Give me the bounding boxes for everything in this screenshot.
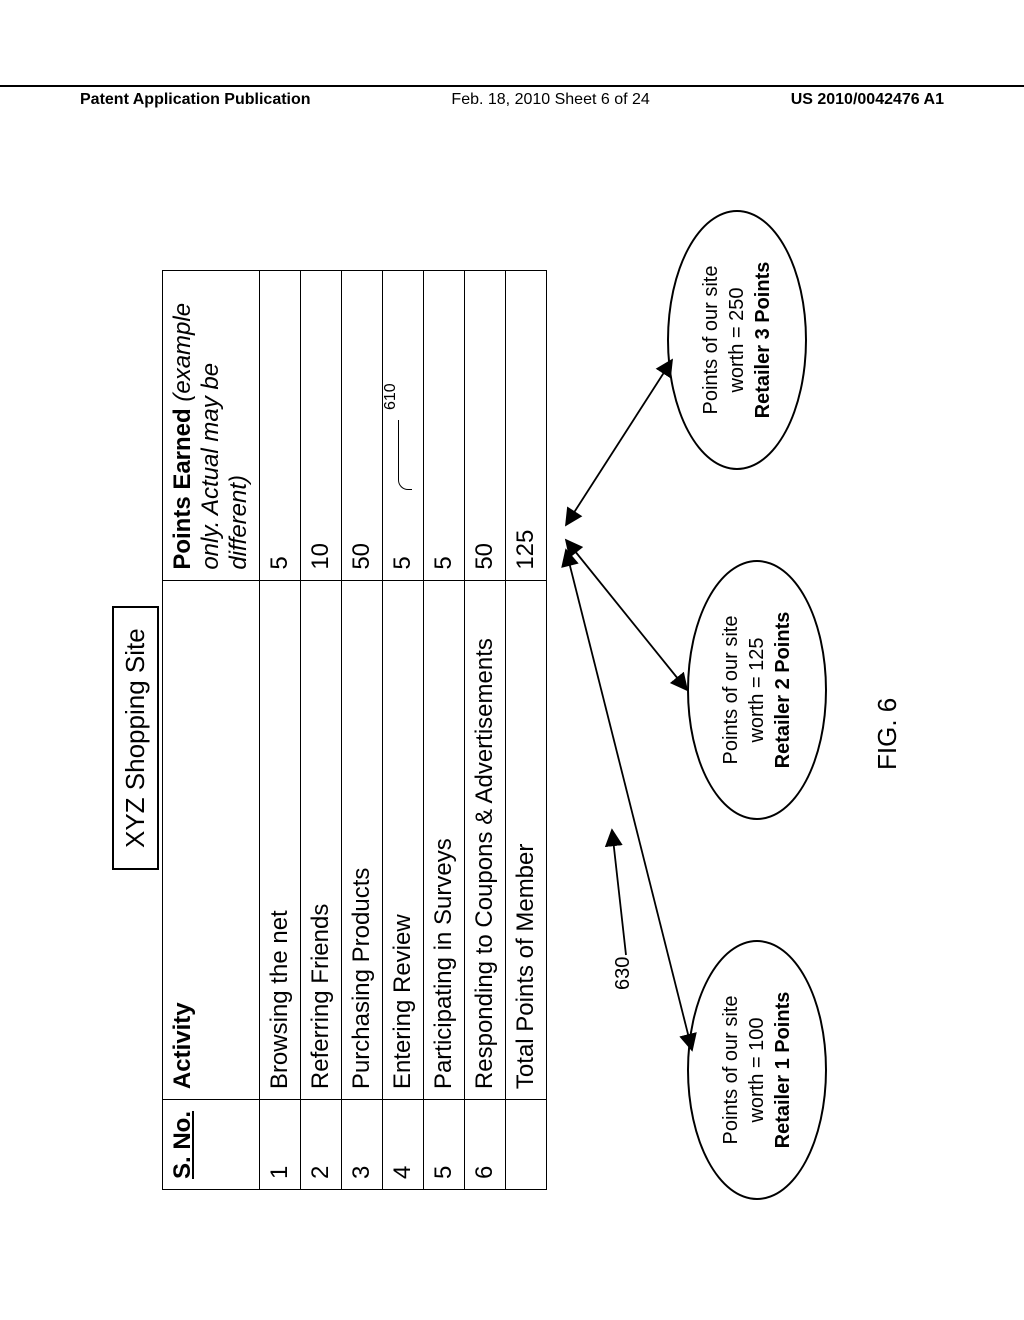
col-activity: Activity <box>163 580 260 1099</box>
cell-activity: Purchasing Products <box>342 580 383 1099</box>
retailer-line1: Points of our site <box>698 266 724 415</box>
table-total-row: Total Points of Member 125 <box>506 271 547 1190</box>
retailer-worth-prefix: worth = <box>746 671 768 743</box>
cell-points: 5 <box>260 271 301 581</box>
retailer-worth: 250 <box>726 287 748 320</box>
col-points-bold: Points Earned <box>169 408 196 569</box>
retailer-worth: 100 <box>746 1017 768 1050</box>
retailer-name: Retailer 3 Points <box>750 262 776 419</box>
retailer-1-ellipse: Points of our site worth = 100 Retailer … <box>687 940 827 1200</box>
cell-sno: 3 <box>342 1100 383 1190</box>
reference-630: 630 <box>612 957 635 990</box>
cell-points: 50 <box>465 271 506 581</box>
header-left: Patent Application Publication <box>0 91 311 109</box>
table-row: 5 Participating in Surveys 5 <box>424 271 465 1190</box>
col-sno: S. No. <box>163 1100 260 1190</box>
patent-header: Patent Application Publication Feb. 18, … <box>0 85 1024 109</box>
cell-activity: Participating in Surveys <box>424 580 465 1099</box>
cell-sno: 5 <box>424 1100 465 1190</box>
header-mid: Feb. 18, 2010 Sheet 6 of 24 <box>451 91 649 109</box>
table-row: 3 Purchasing Products 50 <box>342 271 383 1190</box>
cell-activity: Responding to Coupons & Advertisements <box>465 580 506 1099</box>
table-row: 2 Referring Friends 10 <box>301 271 342 1190</box>
table-header-row: S. No. Activity Points Earned (example o… <box>163 271 260 1190</box>
retailer-line2: worth = 100 <box>744 1017 770 1122</box>
col-points: Points Earned (example only. Actual may … <box>163 271 260 581</box>
retailer-3-ellipse: Points of our site worth = 250 Retailer … <box>667 210 807 470</box>
points-table: S. No. Activity Points Earned (example o… <box>162 270 547 1190</box>
figure-caption: FIG. 6 <box>872 698 903 770</box>
cell-points: 10 <box>301 271 342 581</box>
figure-stage: XYZ Shopping Site S. No. Activity Points… <box>112 130 912 1230</box>
cell-sno: 4 <box>383 1100 424 1190</box>
retailer-worth-prefix: worth = <box>726 321 748 393</box>
cell-sno: 6 <box>465 1100 506 1190</box>
cell-sno: 1 <box>260 1100 301 1190</box>
col-sno-text: S. No. <box>169 1111 196 1179</box>
table-row: 1 Browsing the net 5 <box>260 271 301 1190</box>
cell-total-value: 125 <box>506 271 547 581</box>
cell-sno: 2 <box>301 1100 342 1190</box>
table-row: 6 Responding to Coupons & Advertisements… <box>465 271 506 1190</box>
cell-points: 50 <box>342 271 383 581</box>
header-right: US 2010/0042476 A1 <box>791 91 1024 109</box>
cell-activity: Entering Review <box>383 580 424 1099</box>
cell-blank <box>506 1100 547 1190</box>
retailer-name: Retailer 1 Points <box>770 992 796 1149</box>
reference-610: 610 <box>382 383 400 410</box>
cell-total-label: Total Points of Member <box>506 580 547 1099</box>
retailer-worth-prefix: worth = <box>746 1051 768 1123</box>
cell-activity: Referring Friends <box>301 580 342 1099</box>
reference-610-tick <box>398 420 412 490</box>
retailer-name: Retailer 2 Points <box>770 612 796 769</box>
retailer-line1: Points of our site <box>718 996 744 1145</box>
retailer-2-ellipse: Points of our site worth = 125 Retailer … <box>687 560 827 820</box>
retailer-line1: Points of our site <box>718 616 744 765</box>
site-title: XYZ Shopping Site <box>112 606 159 870</box>
retailer-line2: worth = 125 <box>744 637 770 742</box>
retailer-worth: 125 <box>746 637 768 670</box>
cell-points: 5 <box>424 271 465 581</box>
retailer-line2: worth = 250 <box>724 287 750 392</box>
cell-activity: Browsing the net <box>260 580 301 1099</box>
